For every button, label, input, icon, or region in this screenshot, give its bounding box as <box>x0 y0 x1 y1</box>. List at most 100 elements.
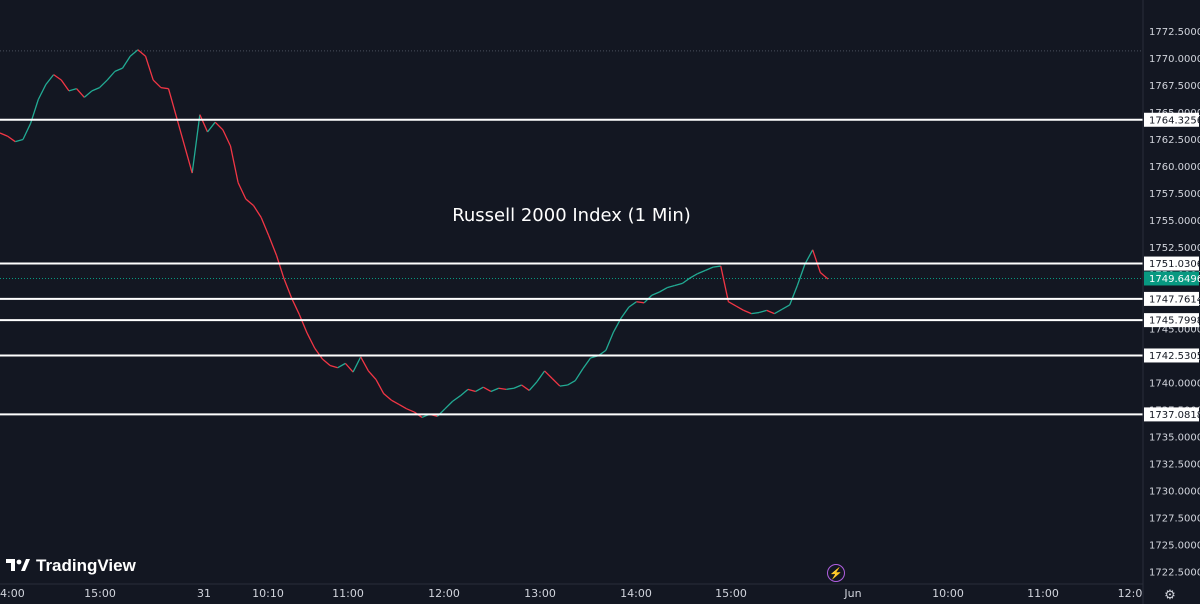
price-segment <box>245 198 254 206</box>
price-segment <box>222 129 232 147</box>
price-segment <box>528 381 538 391</box>
price-segment <box>137 49 146 57</box>
price-segment <box>475 386 484 393</box>
price-segment <box>513 384 522 389</box>
price-segment <box>83 90 93 98</box>
time-tick-label: 13:00 <box>524 587 556 600</box>
level-tag-label: 1764.3256 <box>1149 115 1200 126</box>
time-axis[interactable]: 4:00 15:00 31 10:10 11:00 12:00 13:00 14:00 15:0… <box>0 587 1142 600</box>
price-segment <box>697 269 706 275</box>
price-segment <box>321 358 331 367</box>
price-segment <box>229 145 239 183</box>
price-segment <box>314 347 323 360</box>
price-segment <box>383 393 392 401</box>
price-segment <box>620 306 630 319</box>
gear-icon[interactable]: ⚙ <box>1164 587 1176 602</box>
price-segment <box>582 357 592 370</box>
price-segment <box>459 388 469 397</box>
level-tag <box>1144 407 1199 422</box>
price-segment <box>444 400 454 410</box>
price-tick-label: 1725.0000 <box>1149 541 1200 552</box>
price-segment <box>605 331 615 351</box>
price-segment <box>206 121 216 133</box>
price-segment <box>306 332 316 349</box>
price-segment <box>758 309 767 314</box>
price-segment <box>37 84 47 100</box>
price-segment <box>45 74 55 85</box>
time-tick-label: 11:00 <box>1027 587 1059 600</box>
price-segment <box>237 182 247 200</box>
price-segment <box>728 301 737 307</box>
price-segment <box>129 49 139 57</box>
price-tick-label: 1752.5000 <box>1149 243 1200 254</box>
level-tag <box>1144 348 1199 363</box>
price-segment <box>252 205 262 218</box>
price-segment <box>406 408 415 413</box>
chart-title: Russell 2000 Index (1 Min) <box>452 205 691 226</box>
price-segment <box>360 356 369 372</box>
price-tick-label: 1772.5000 <box>1149 27 1200 38</box>
price-segment <box>720 265 730 302</box>
price-segment <box>452 395 461 402</box>
time-tick-label: 4:00 <box>0 587 25 600</box>
time-tick-label: 12:00 <box>428 587 460 600</box>
support-resistance-levels[interactable] <box>0 118 1143 416</box>
price-tick-label: 1722.5000 <box>1149 568 1200 579</box>
time-tick-label: 12:0 <box>1118 587 1143 600</box>
price-segment <box>60 79 70 92</box>
price-tick-label: 1762.5000 <box>1149 135 1200 146</box>
level-tag <box>1144 291 1199 306</box>
time-tick-label: 10:10 <box>252 587 284 600</box>
price-tick-label: 1755.0000 <box>1149 216 1200 227</box>
price-segment <box>689 273 699 279</box>
price-segment <box>114 67 123 72</box>
price-segment <box>774 308 783 315</box>
price-segment <box>152 79 162 89</box>
price-segment <box>666 284 675 289</box>
price-segment <box>367 370 377 381</box>
price-segment <box>260 217 270 237</box>
level-tag-label: 1742.5305 <box>1149 351 1200 362</box>
price-segment <box>275 255 285 280</box>
tradingview-logo[interactable]: TradingView <box>6 556 136 576</box>
price-segment <box>106 70 116 81</box>
price-tick-label: 1727.5000 <box>1149 514 1200 525</box>
price-segment <box>789 285 798 306</box>
price-segment <box>352 356 362 373</box>
price-segment <box>375 379 385 394</box>
price-segment <box>751 311 760 315</box>
price-segment <box>391 399 400 406</box>
level-tag <box>1144 313 1199 328</box>
price-segment <box>682 277 691 284</box>
price-segment <box>467 388 476 393</box>
level-tag-label: 1737.0818 <box>1149 410 1200 421</box>
price-segment <box>15 138 24 143</box>
time-tick-label: 31 <box>197 587 211 600</box>
price-segment <box>68 88 77 92</box>
price-segment <box>674 282 683 287</box>
level-tag <box>1144 112 1199 127</box>
price-tick-label: 1760.0000 <box>1149 162 1200 173</box>
price-segment <box>498 387 507 390</box>
price-segment <box>796 263 806 286</box>
current-price-tag <box>1144 271 1199 286</box>
price-tick-label: 1767.5000 <box>1149 81 1200 92</box>
price-tick-label: 1730.0000 <box>1149 486 1200 497</box>
price-tick-label: 1732.5000 <box>1149 459 1200 470</box>
price-segment <box>329 364 338 369</box>
price-segment <box>298 314 308 334</box>
level-tag-label: 1745.7998 <box>1149 316 1200 327</box>
price-segment <box>521 384 530 391</box>
price-segment <box>398 403 407 410</box>
price-tick-label: 1745.0000 <box>1149 324 1200 335</box>
time-tick-label: 15:00 <box>84 587 116 600</box>
price-segment <box>7 135 16 143</box>
time-tick-label: 11:00 <box>332 587 364 600</box>
price-segment <box>214 121 224 131</box>
lightning-icon[interactable]: ⚡ <box>827 564 845 582</box>
current-price-label: 1749.6496 <box>1149 274 1200 285</box>
price-segment <box>283 278 293 299</box>
price-segment <box>160 86 169 90</box>
price-segment <box>291 298 301 315</box>
